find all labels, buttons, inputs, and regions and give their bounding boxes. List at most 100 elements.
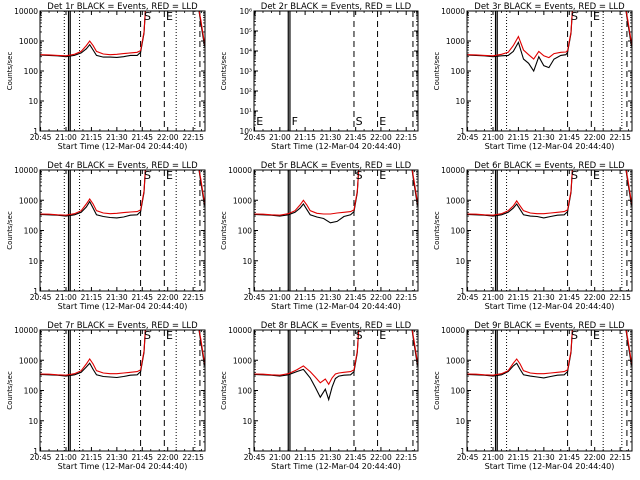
panel-title: Det 1r BLACK = Events, RED = LLD [47,2,198,12]
y-tick-label: 1000 [446,356,465,365]
y-tick-label: 10000 [14,326,38,335]
x-tick-label: 22:00 [157,453,179,462]
x-axis-label: Start Time (12-Mar-04 20:44:40) [58,302,188,311]
marker-label-f: F [292,115,298,128]
series-line-lld [467,11,632,60]
x-tick-label: 22:15 [182,293,204,302]
marker-label-e: E [593,10,600,23]
y-tick-label: 10000 [14,7,38,16]
y-tick-label: 100 [451,387,466,396]
plot-area [254,170,418,291]
x-tick-label: 21:15 [81,293,103,302]
x-axis-label: Start Time (12-Mar-04 20:44:40) [271,302,401,311]
panel-title: Det 9r BLACK = Events, RED = LLD [474,321,625,331]
marker-label-s: S [144,169,151,182]
x-tick-label: 21:30 [320,133,342,142]
y-tick-label: 100 [238,227,253,236]
x-tick-label: 22:00 [157,293,179,302]
x-tick-label: 20:45 [457,453,479,462]
x-tick-label: 22:00 [157,133,179,142]
x-axis-label: Start Time (12-Mar-04 20:44:40) [485,142,615,151]
series-line-events [40,11,205,58]
y-tick-label: 100 [24,387,39,396]
series-line-events [467,11,632,73]
panel-title: Det 7r BLACK = Events, RED = LLD [47,321,198,331]
x-tick-label: 21:00 [269,453,291,462]
series-line-lld [467,170,632,216]
x-tick-label: 20:45 [457,293,479,302]
y-tick-label: 10⁶ [239,7,252,16]
x-tick-label: 22:15 [395,293,417,302]
x-tick-label: 21:30 [320,293,342,302]
plot-area [40,330,205,451]
y-tick-label: 1000 [233,356,252,365]
x-tick-label: 21:00 [482,453,504,462]
x-tick-label: 20:45 [244,453,266,462]
marker-label-e: E [379,329,386,342]
y-tick-label: 10 [455,417,465,426]
x-tick-label: 21:00 [269,133,291,142]
y-tick-label: 1000 [446,196,465,205]
y-tick-label: 10 [28,417,38,426]
x-tick-label: 22:00 [370,133,392,142]
x-tick-label: 21:45 [345,293,367,302]
x-tick-label: 21:15 [508,133,530,142]
panel-1r: Det 1r BLACK = Events, RED = LLD 1 10 100 10… [6,2,206,151]
x-tick-label: 22:00 [370,293,392,302]
series-line-lld [254,170,418,216]
x-tick-label: 22:00 [370,453,392,462]
x-tick-label: 21:00 [55,133,77,142]
x-tick-label: 21:00 [269,293,291,302]
x-axis-label: Start Time (12-Mar-04 20:44:40) [485,302,615,311]
series-line-events [40,170,205,219]
x-tick-label: 21:30 [320,453,342,462]
plot-area [467,170,632,291]
series-line-events [254,330,418,402]
x-tick-label: 21:30 [533,293,555,302]
x-tick-label: 20:45 [30,293,52,302]
panel-title: Det 2r BLACK = Events, RED = LLD [261,2,412,12]
panel-title: Det 6r BLACK = Events, RED = LLD [474,161,625,171]
x-axis-label: Start Time (12-Mar-04 20:44:40) [58,142,188,151]
x-tick-label: 22:15 [182,453,204,462]
marker-label-e: E [379,169,386,182]
plot-area [254,330,418,451]
y-tick-label: 10 [455,257,465,266]
y-tick-label: 10⁴ [239,47,252,56]
marker-label-s: S [571,329,578,342]
panel-5r: Det 5r BLACK = Events, RED = LLD 1 10 100 10… [220,161,419,311]
y-axis-label: Counts/sec [6,52,14,91]
y-tick-label: 10000 [441,7,465,16]
y-tick-label: 100 [451,67,466,76]
x-tick-label: 21:15 [294,133,316,142]
y-tick-label: 10² [239,87,252,96]
x-tick-label: 22:15 [609,133,631,142]
x-tick-label: 21:00 [482,133,504,142]
y-tick-label: 10⁵ [239,27,252,36]
marker-label-s: S [144,329,151,342]
panel-7r: Det 7r BLACK = Events, RED = LLD 1 10 100 10… [6,321,206,471]
x-tick-label: 21:45 [558,453,580,462]
y-axis-label: Counts/sec [6,211,14,250]
y-tick-label: 10 [28,97,38,106]
y-tick-label: 10000 [14,166,38,175]
series-line-lld [40,330,205,376]
y-tick-label: 1 [247,287,252,296]
series-line-lld [467,330,632,376]
panel-title: Det 3r BLACK = Events, RED = LLD [474,2,625,12]
y-axis-label: Counts/sec [6,371,14,410]
x-tick-label: 21:15 [294,453,316,462]
x-tick-label: 20:45 [244,293,266,302]
series-line-events [254,170,418,224]
y-tick-label: 1000 [446,37,465,46]
y-tick-label: 10000 [441,326,465,335]
x-tick-label: 21:45 [131,133,153,142]
x-tick-label: 21:30 [533,133,555,142]
y-tick-label: 1000 [233,196,252,205]
x-tick-label: 21:00 [55,293,77,302]
x-tick-label: 20:45 [244,133,266,142]
marker-label-e: E [166,10,173,23]
y-tick-label: 10000 [441,166,465,175]
